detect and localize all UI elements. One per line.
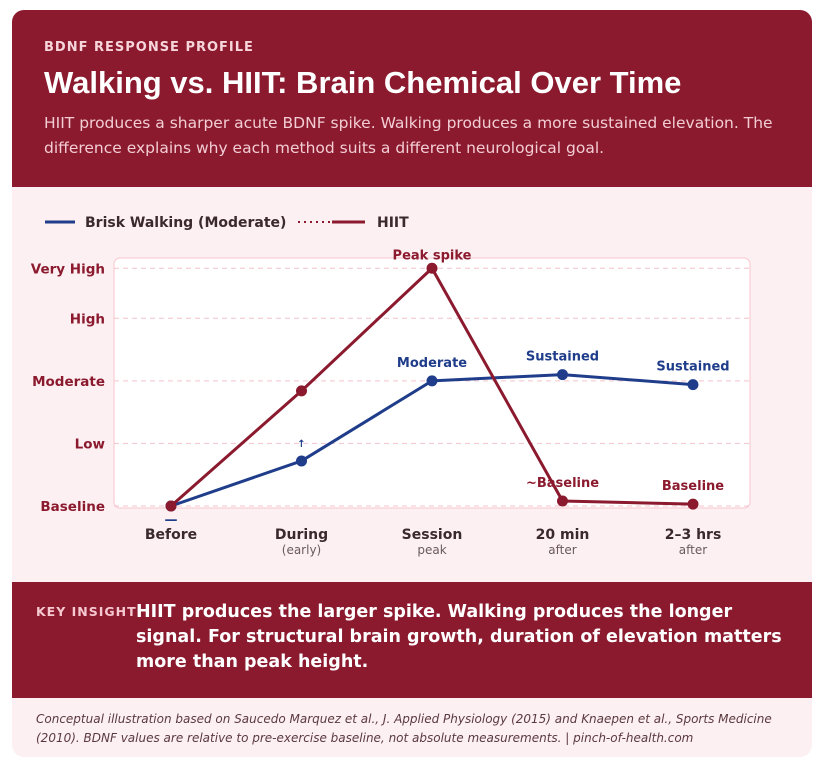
data-point [557,369,568,381]
x-tick-label: Before [145,527,197,543]
footer: Conceptual illustration based on Saucedo… [36,712,772,745]
data-point [557,495,568,507]
point-label: Baseline [662,479,724,494]
x-tick-label: 20 min [536,527,590,543]
eyebrow: BDNF RESPONSE PROFILE [44,40,254,55]
y-tick-label: Baseline [40,499,105,515]
chart: Baseline Low Moderate High Very High Before Du… [31,215,751,557]
header: BDNF RESPONSE PROFILE Walking vs. HIIT: … [12,10,812,187]
x-tick-sublabel: peak [417,543,446,557]
point-label: — [165,513,178,528]
insight-label: KEY INSIGHT [36,604,137,619]
x-tick-sublabel: after [548,543,576,557]
y-tick-label: Moderate [32,374,105,390]
data-point [426,375,438,387]
x-tick-label: 2–3 hrs [665,527,722,543]
card: BDNF RESPONSE PROFILE Walking vs. HIIT: … [12,10,812,757]
title: Walking vs. HIIT: Brain Chemical Over Ti… [44,65,682,100]
data-point [165,500,177,512]
subtitle: HIIT produces a sharper acute BDNF spike… [44,114,773,157]
point-label: Sustained [656,360,729,375]
x-tick-label: Session [402,527,463,543]
x-tick-sublabel: after [679,543,707,557]
point-label: ↑ [297,439,305,450]
x-tick-sublabel: (early) [282,543,321,557]
insight: KEY INSIGHT HIIT produces the larger spi… [12,582,812,698]
data-point [687,498,699,510]
legend-label: HIIT [377,215,409,231]
insight-text: HIIT produces the larger spike. Walking … [136,602,782,672]
point-label: Moderate [397,356,467,371]
x-tick-label: During [275,527,328,543]
y-tick-label: High [70,311,105,327]
data-point [687,379,699,391]
data-point [296,455,307,467]
point-label: ~Baseline [526,476,599,491]
data-point [296,385,307,397]
y-tick-label: Low [75,436,105,452]
legend-label: Brisk Walking (Moderate) [85,215,286,231]
data-point [426,262,438,274]
point-label: Sustained [526,350,599,365]
point-label: Peak spike [393,248,472,263]
y-tick-label: Very High [31,261,105,277]
